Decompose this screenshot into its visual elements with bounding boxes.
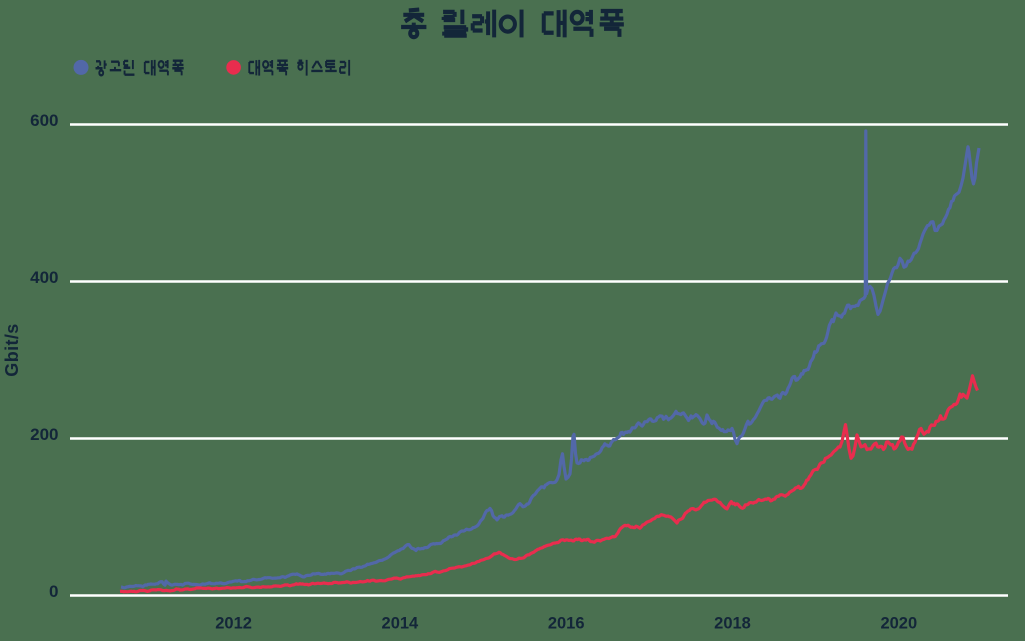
svg-text:600: 600 xyxy=(30,111,58,130)
svg-text:2012: 2012 xyxy=(215,615,252,633)
svg-text:2018: 2018 xyxy=(714,615,751,633)
svg-text:2014: 2014 xyxy=(382,615,420,633)
svg-text:200: 200 xyxy=(30,425,58,444)
svg-text:Gbit/s: Gbit/s xyxy=(2,323,22,376)
svg-text:2016: 2016 xyxy=(548,615,585,633)
svg-text:2020: 2020 xyxy=(880,615,917,633)
svg-text:0: 0 xyxy=(49,582,58,601)
svg-text:400: 400 xyxy=(30,268,58,287)
